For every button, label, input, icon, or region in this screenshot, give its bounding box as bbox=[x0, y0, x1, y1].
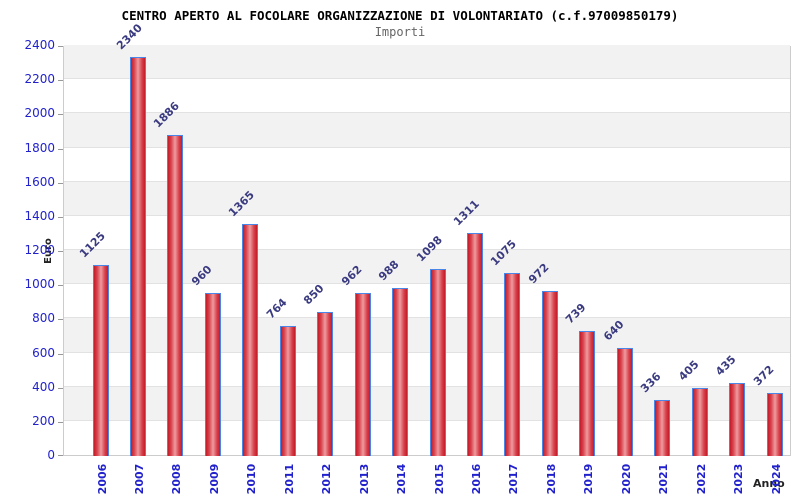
bar-2023 bbox=[729, 382, 746, 456]
gridline bbox=[64, 112, 790, 114]
chart-subtitle: Importi bbox=[374, 25, 426, 39]
y-tick-label: 800 bbox=[32, 311, 55, 326]
bar-2014 bbox=[392, 288, 409, 456]
bar-2009 bbox=[204, 293, 221, 456]
x-tick-label: 2011 bbox=[282, 463, 296, 495]
x-axis-title: Anno bbox=[753, 477, 785, 490]
x-tick-label: 2015 bbox=[432, 463, 446, 495]
gridline bbox=[64, 419, 790, 421]
bar-2019 bbox=[579, 330, 596, 456]
y-tick-mark bbox=[58, 421, 63, 423]
y-tick-mark bbox=[58, 251, 63, 252]
gridline bbox=[64, 214, 790, 216]
gridline bbox=[64, 249, 790, 250]
y-tick-label: 2000 bbox=[24, 106, 55, 121]
y-tick-label: 1400 bbox=[24, 208, 55, 223]
gridline bbox=[64, 283, 790, 285]
plot-band bbox=[64, 181, 790, 216]
bar-2015 bbox=[429, 269, 446, 456]
y-tick-label: 1600 bbox=[24, 174, 55, 189]
plot-area bbox=[63, 45, 791, 456]
y-tick-label: 200 bbox=[32, 413, 55, 428]
y-tick-label: 1800 bbox=[24, 140, 55, 155]
x-tick-label: 2019 bbox=[582, 463, 596, 495]
plot-band bbox=[64, 318, 790, 353]
x-tick-label: 2023 bbox=[732, 463, 746, 495]
x-tick-label: 2016 bbox=[470, 463, 483, 495]
x-tick-label: 2014 bbox=[395, 463, 409, 495]
y-tick-mark bbox=[58, 148, 63, 150]
x-tick-label: 2008 bbox=[170, 463, 184, 495]
bar-2011 bbox=[279, 326, 296, 456]
y-tick-mark bbox=[58, 455, 63, 456]
gridline bbox=[64, 146, 790, 148]
x-tick-label: 2010 bbox=[245, 463, 259, 495]
y-tick-label: 600 bbox=[32, 345, 55, 360]
y-tick-mark bbox=[58, 46, 63, 47]
y-tick-label: 2200 bbox=[24, 72, 55, 87]
x-tick-label: 2012 bbox=[320, 463, 334, 495]
bar-2008 bbox=[167, 134, 184, 456]
y-tick-label: 0 bbox=[47, 448, 55, 462]
bar-2022 bbox=[691, 387, 708, 456]
plot-band bbox=[64, 113, 790, 148]
y-tick-mark bbox=[58, 285, 63, 287]
x-tick-label: 2017 bbox=[507, 463, 521, 495]
chart-title: CENTRO APERTO AL FOCOLARE ORGANIZZAZIONE… bbox=[121, 8, 679, 23]
bar-2017 bbox=[504, 273, 521, 456]
y-tick-mark bbox=[58, 216, 63, 218]
gridline bbox=[64, 351, 790, 353]
y-tick-mark bbox=[58, 353, 63, 355]
x-tick-label: 2024 bbox=[769, 463, 783, 495]
x-tick-label: 2018 bbox=[544, 463, 558, 495]
gridline bbox=[64, 317, 790, 319]
y-tick-mark bbox=[58, 319, 63, 321]
x-tick-label: 2013 bbox=[357, 463, 371, 495]
y-tick-mark bbox=[58, 80, 63, 82]
y-tick-mark bbox=[58, 114, 63, 116]
gridline bbox=[64, 180, 790, 182]
plot-band bbox=[64, 250, 790, 285]
x-tick-label: 2007 bbox=[132, 463, 146, 495]
x-tick-label: 2006 bbox=[95, 463, 109, 495]
y-tick-label: 1200 bbox=[24, 243, 55, 257]
y-tick-mark bbox=[58, 182, 63, 184]
gridline bbox=[64, 78, 790, 80]
y-tick-mark bbox=[58, 387, 63, 389]
bar-2012 bbox=[317, 311, 334, 456]
x-tick-label: 2020 bbox=[619, 463, 633, 495]
bar-2018 bbox=[541, 290, 558, 456]
bar-2020 bbox=[616, 347, 633, 456]
bar-2010 bbox=[242, 223, 259, 456]
bar-2013 bbox=[354, 292, 371, 456]
bar-2007 bbox=[129, 57, 146, 456]
bar-2006 bbox=[92, 264, 109, 456]
plot-band bbox=[64, 45, 790, 80]
y-tick-label: 400 bbox=[32, 379, 55, 394]
bar-2021 bbox=[654, 399, 671, 456]
x-tick-label: 2009 bbox=[207, 463, 221, 495]
bar-2024 bbox=[766, 393, 783, 456]
x-tick-label: 2021 bbox=[657, 463, 671, 495]
y-tick-label: 2400 bbox=[24, 38, 55, 52]
bar-2016 bbox=[467, 233, 483, 456]
gridline bbox=[64, 385, 790, 387]
y-tick-label: 1000 bbox=[24, 277, 55, 292]
x-tick-label: 2022 bbox=[694, 463, 708, 495]
